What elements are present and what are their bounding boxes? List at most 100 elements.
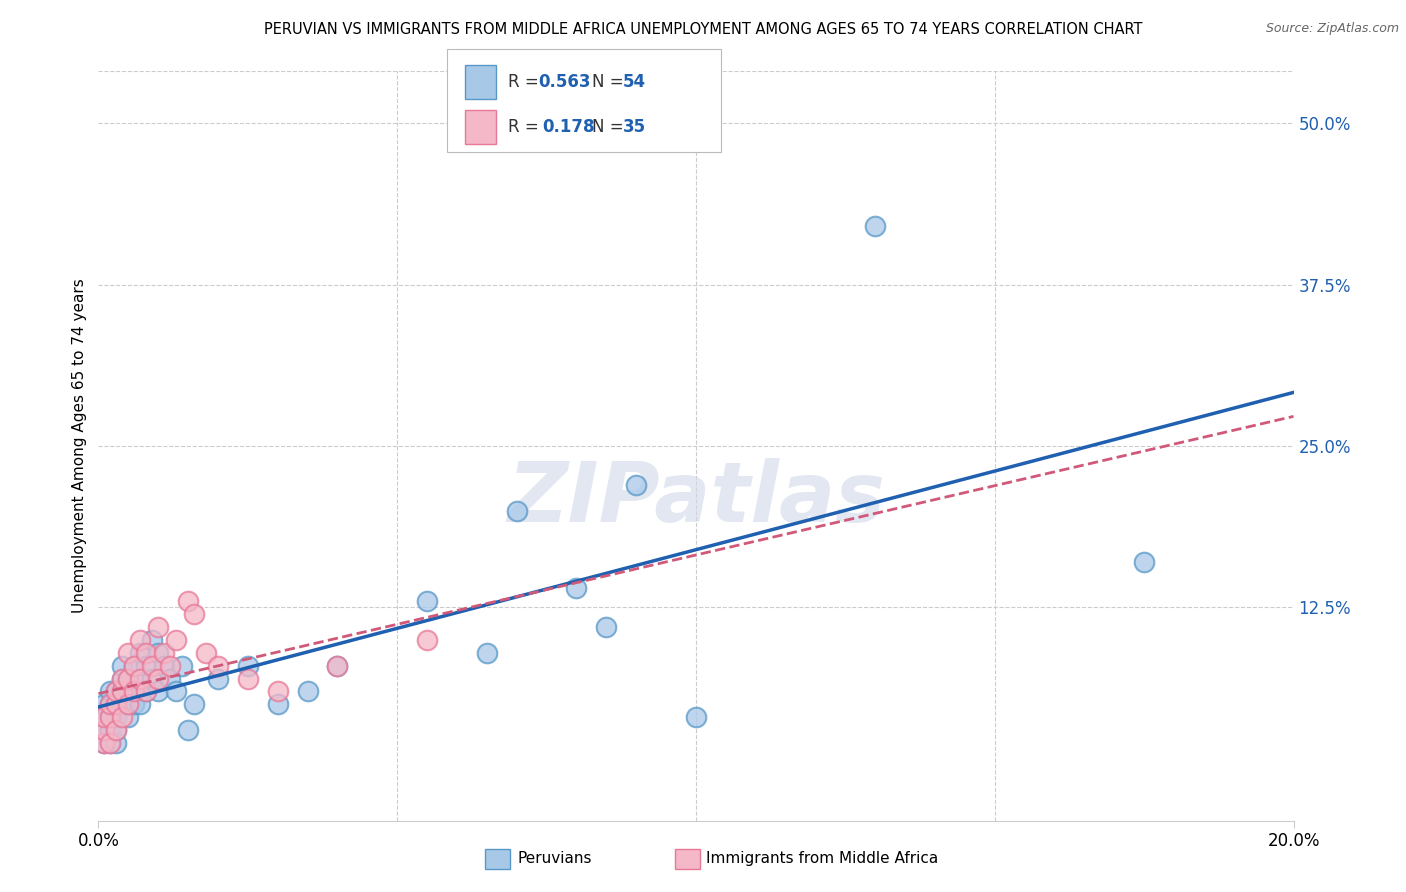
Point: [267, 684, 290, 698]
Point: [195, 646, 218, 660]
Point: [105, 723, 128, 738]
Point: [135, 684, 157, 698]
Point: [172, 658, 194, 673]
Point: [565, 581, 588, 595]
Point: [475, 646, 498, 660]
Point: [105, 723, 128, 738]
Point: [111, 672, 134, 686]
Point: [117, 710, 139, 724]
Point: [129, 632, 152, 647]
Text: 35: 35: [623, 118, 645, 136]
Point: [416, 594, 439, 608]
Point: [236, 658, 259, 673]
Point: [93, 723, 115, 738]
Point: [141, 672, 163, 686]
Point: [141, 658, 163, 673]
Text: Source: ZipAtlas.com: Source: ZipAtlas.com: [1265, 22, 1399, 36]
Point: [105, 710, 128, 724]
Point: [135, 684, 157, 698]
Point: [177, 594, 200, 608]
Point: [124, 684, 146, 698]
Text: R =: R =: [508, 118, 548, 136]
Text: N =: N =: [592, 73, 628, 91]
Point: [98, 723, 122, 738]
Point: [207, 672, 229, 686]
Point: [1133, 555, 1156, 569]
Point: [117, 672, 139, 686]
Point: [93, 723, 115, 738]
Point: [326, 658, 349, 673]
Point: [207, 658, 229, 673]
Point: [105, 698, 128, 712]
Point: [177, 723, 200, 738]
Point: [129, 646, 152, 660]
Point: [117, 684, 139, 698]
Point: [626, 477, 648, 491]
Point: [111, 684, 134, 698]
Point: [98, 710, 122, 724]
Point: [98, 698, 122, 712]
Point: [165, 632, 187, 647]
Point: [105, 684, 128, 698]
Point: [159, 658, 181, 673]
Point: [111, 710, 134, 724]
Point: [117, 672, 139, 686]
Point: [93, 698, 115, 712]
Point: [105, 736, 128, 750]
Point: [865, 219, 887, 234]
Point: [98, 710, 122, 724]
Point: [111, 658, 134, 673]
Point: [141, 632, 163, 647]
Point: [129, 672, 152, 686]
Point: [183, 698, 205, 712]
Point: [135, 658, 157, 673]
Point: [159, 672, 181, 686]
Point: [153, 658, 176, 673]
Point: [124, 684, 146, 698]
Point: [111, 684, 134, 698]
Point: [148, 620, 170, 634]
Y-axis label: Unemployment Among Ages 65 to 74 years: Unemployment Among Ages 65 to 74 years: [72, 278, 87, 614]
Point: [153, 646, 176, 660]
Point: [124, 658, 146, 673]
Point: [506, 503, 529, 517]
Text: 0.178: 0.178: [543, 118, 595, 136]
Point: [105, 698, 128, 712]
Point: [105, 684, 128, 698]
Point: [183, 607, 205, 621]
Text: N =: N =: [592, 118, 628, 136]
Point: [117, 698, 139, 712]
Point: [148, 672, 170, 686]
Point: [124, 698, 146, 712]
Point: [93, 736, 115, 750]
Point: [129, 698, 152, 712]
Point: [148, 646, 170, 660]
Point: [595, 620, 617, 634]
Point: [236, 672, 259, 686]
Point: [267, 698, 290, 712]
Point: [326, 658, 349, 673]
Point: [148, 684, 170, 698]
Point: [135, 646, 157, 660]
Point: [93, 710, 115, 724]
Text: Immigrants from Middle Africa: Immigrants from Middle Africa: [706, 852, 938, 866]
Point: [117, 698, 139, 712]
Point: [685, 710, 707, 724]
Text: ZIPatlas: ZIPatlas: [508, 458, 884, 539]
Point: [117, 646, 139, 660]
Point: [124, 658, 146, 673]
Point: [98, 736, 122, 750]
Text: 0.563: 0.563: [538, 73, 591, 91]
Point: [129, 672, 152, 686]
Point: [111, 672, 134, 686]
Text: PERUVIAN VS IMMIGRANTS FROM MIDDLE AFRICA UNEMPLOYMENT AMONG AGES 65 TO 74 YEARS: PERUVIAN VS IMMIGRANTS FROM MIDDLE AFRIC…: [264, 22, 1142, 37]
Point: [297, 684, 319, 698]
Point: [98, 684, 122, 698]
Point: [98, 698, 122, 712]
Point: [111, 698, 134, 712]
Point: [93, 736, 115, 750]
Text: Peruvians: Peruvians: [517, 852, 592, 866]
Text: R =: R =: [508, 73, 544, 91]
Point: [165, 684, 187, 698]
Text: 54: 54: [623, 73, 645, 91]
